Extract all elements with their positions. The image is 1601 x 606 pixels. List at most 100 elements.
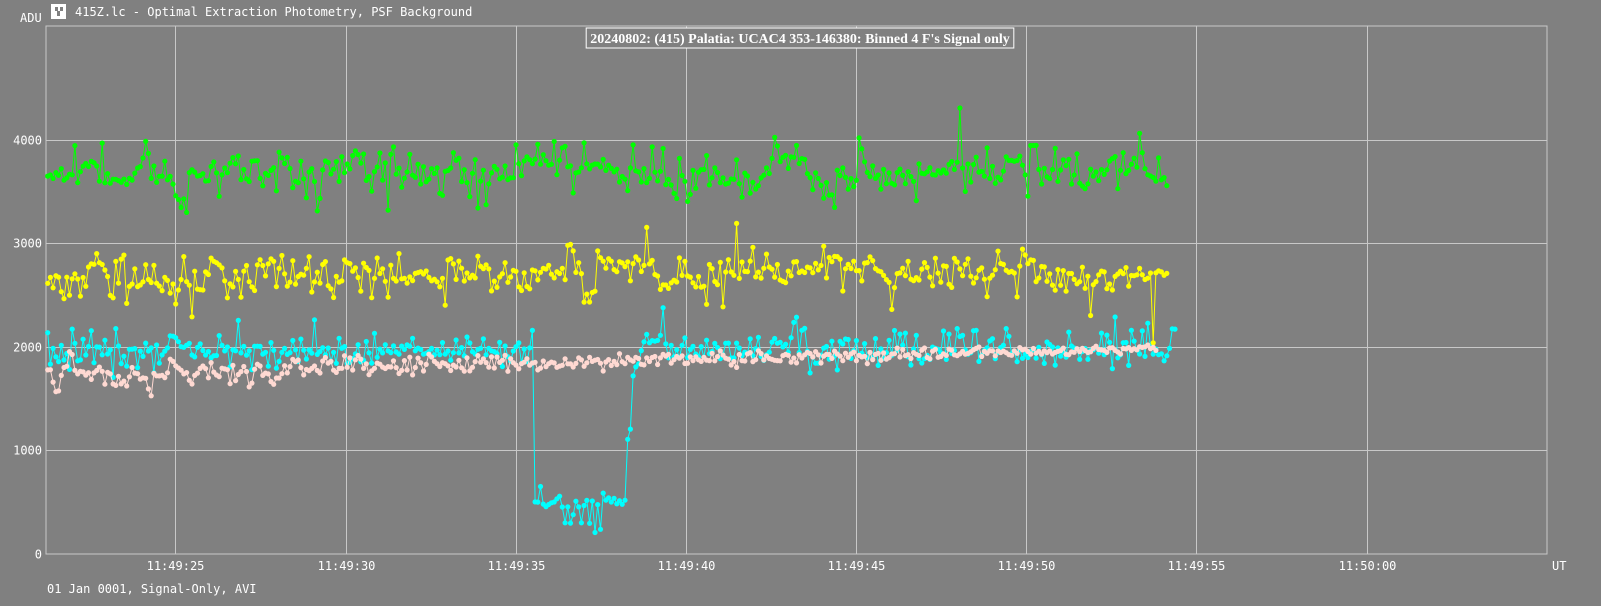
data-point [238, 177, 244, 183]
app-icon[interactable] [51, 4, 66, 19]
data-point [954, 326, 960, 332]
data-point [279, 252, 285, 259]
data-point [77, 357, 83, 363]
data-point [355, 342, 361, 348]
data-point [783, 341, 789, 347]
data-point [1158, 351, 1164, 357]
data-point [333, 360, 339, 366]
data-point [129, 177, 135, 183]
data-point [273, 188, 279, 194]
data-point [137, 348, 143, 354]
x-tick-label: 11:49:45 [828, 559, 886, 573]
data-point [932, 346, 939, 352]
data-point [418, 346, 424, 352]
data-point [989, 272, 996, 278]
data-point [352, 265, 358, 271]
data-point [456, 357, 462, 363]
data-point [837, 256, 843, 262]
data-point [472, 359, 478, 365]
data-point [987, 175, 993, 181]
data-point [714, 354, 721, 360]
data-point [205, 375, 211, 381]
data-point [870, 357, 876, 363]
data-point [622, 497, 628, 503]
data-point [862, 353, 868, 359]
data-point [1139, 272, 1145, 278]
data-point [339, 278, 345, 284]
data-point [829, 192, 835, 198]
data-point [235, 276, 241, 282]
data-point [129, 364, 135, 371]
data-point [919, 266, 925, 272]
data-point [581, 363, 587, 369]
data-point [1145, 342, 1151, 348]
data-point [908, 362, 914, 368]
data-point [124, 383, 130, 389]
data-point [320, 345, 326, 351]
data-point [469, 170, 476, 176]
data-point [499, 363, 505, 370]
data-point [292, 347, 299, 353]
data-point [47, 367, 54, 373]
data-point [186, 282, 192, 288]
data-point [173, 193, 179, 199]
data-point [981, 276, 988, 282]
data-point [393, 365, 399, 371]
data-point [1039, 181, 1045, 187]
data-point [243, 262, 250, 269]
data-point [783, 152, 789, 158]
data-point [388, 350, 394, 356]
data-point [222, 278, 228, 284]
data-point [619, 260, 625, 266]
data-point [886, 337, 892, 343]
data-point [826, 254, 832, 261]
data-point [548, 161, 555, 167]
data-point [265, 371, 271, 377]
data-point [284, 154, 290, 160]
data-point [445, 348, 451, 354]
data-point [159, 173, 165, 179]
data-point [347, 261, 353, 267]
data-point [56, 172, 62, 178]
data-point [56, 274, 62, 280]
data-point [551, 360, 557, 366]
data-point [77, 169, 83, 175]
data-point [513, 344, 519, 350]
data-point [184, 370, 190, 376]
series-1 [45, 220, 1170, 346]
data-point [894, 170, 900, 176]
data-point [502, 343, 508, 349]
data-point [992, 267, 998, 273]
data-point [464, 270, 470, 276]
data-point [979, 353, 985, 360]
data-point [720, 304, 726, 310]
data-point [1063, 288, 1069, 294]
data-point [115, 343, 122, 349]
data-point [480, 336, 486, 342]
data-point [627, 278, 634, 284]
data-point [404, 169, 410, 175]
data-point [404, 367, 410, 373]
data-point [878, 186, 884, 192]
data-point [88, 328, 94, 334]
data-point [298, 365, 304, 371]
data-point [461, 278, 467, 284]
y-tick-label: 2000 [13, 341, 42, 355]
data-point [1068, 270, 1075, 277]
data-point [344, 364, 350, 370]
data-point [1088, 312, 1094, 319]
data-point [725, 356, 732, 362]
data-point [162, 375, 168, 381]
data-point [1082, 285, 1088, 291]
data-point [363, 177, 369, 183]
data-point [56, 359, 62, 365]
data-point [984, 145, 990, 151]
data-point [908, 174, 914, 180]
data-point [878, 346, 884, 352]
data-point [886, 170, 892, 176]
data-point [1085, 356, 1091, 362]
data-point [891, 182, 898, 188]
data-point [960, 332, 966, 338]
data-point [219, 342, 225, 348]
